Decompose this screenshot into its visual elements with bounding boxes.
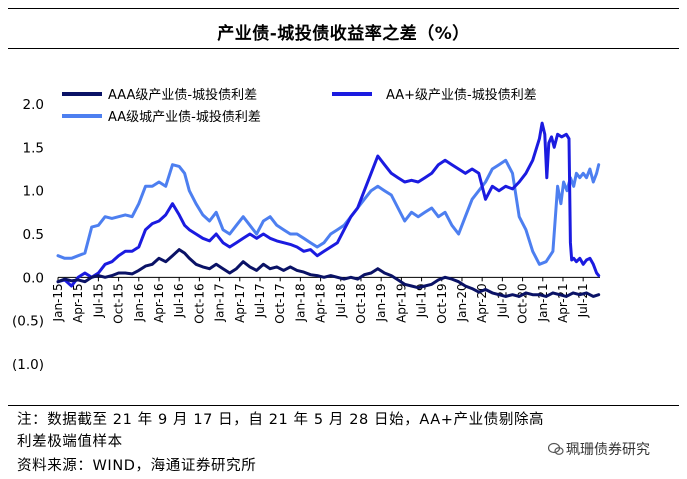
x-tick-label: Jul-19 [415,283,429,318]
notes-rule [8,405,679,406]
wechat-icon [548,442,564,455]
x-tick-label: Oct-17 [273,283,287,323]
watermark-text: 珮珊债券研究 [566,442,650,458]
series-line-1 [56,121,601,288]
x-tick-label: Jan-17 [213,283,227,322]
y-tick-label: 1.0 [23,184,44,200]
x-tick-label: Apr-15 [71,283,85,323]
x-tick-label: Jul-15 [91,283,105,318]
x-tick-label: Jul-16 [172,283,186,318]
y-tick-label: 0.0 [23,270,44,286]
x-tick-label: Oct-19 [435,283,449,323]
x-tick-label: Jul-17 [253,283,267,318]
x-tick-label: Apr-21 [556,283,570,323]
x-tick-label: Jul-18 [334,283,348,318]
note-line-2: 利差极端值样本 [17,434,123,450]
chart-title: 产业债-城投债收益率之差（%） [217,24,470,44]
y-tick-label: (0.5) [12,314,44,330]
legend-label-0: AAA级产业债-城投债利差 [108,87,257,103]
y-tick-label: 1.5 [23,140,44,156]
x-tick-label: Apr-17 [233,283,247,323]
y-tick-label: 0.5 [23,227,44,243]
legend-label-1: AA+级产业债-城投债利差 [386,87,537,103]
source-note: 资料来源：WIND，海通证券研究所 [17,458,257,474]
y-tick-label: 2.0 [23,97,44,113]
x-tick-label: Oct-16 [192,283,206,323]
top-rule [8,8,679,9]
series-line-0 [56,248,601,298]
x-tick-label: Jul-21 [576,283,590,318]
x-tick-label: Jan-19 [374,283,388,322]
x-tick-label: Apr-16 [152,283,166,323]
x-tick-label: Jan-21 [536,283,550,322]
x-tick-label: Oct-18 [354,283,368,323]
x-tick-label: Oct-20 [516,283,530,323]
y-tick-label: (1.0) [12,357,44,373]
x-tick-label: Oct-15 [112,283,126,323]
title-rule [8,48,679,49]
x-tick-label: Apr-19 [394,283,408,323]
note-line-1: 注：数据截至 21 年 9 月 17 日，自 21 年 5 月 28 日始，AA… [17,412,545,428]
legend-label-2: AA级城产业债-城投债利差 [108,109,261,125]
x-tick-label: Jan-15 [51,283,65,322]
x-tick-label: Apr-18 [314,283,328,323]
x-tick-label: Jan-16 [132,283,146,322]
x-tick-label: Jul-20 [495,283,509,318]
x-tick-label: Jan-18 [293,283,307,322]
x-tick-label: Jan-20 [455,283,469,322]
